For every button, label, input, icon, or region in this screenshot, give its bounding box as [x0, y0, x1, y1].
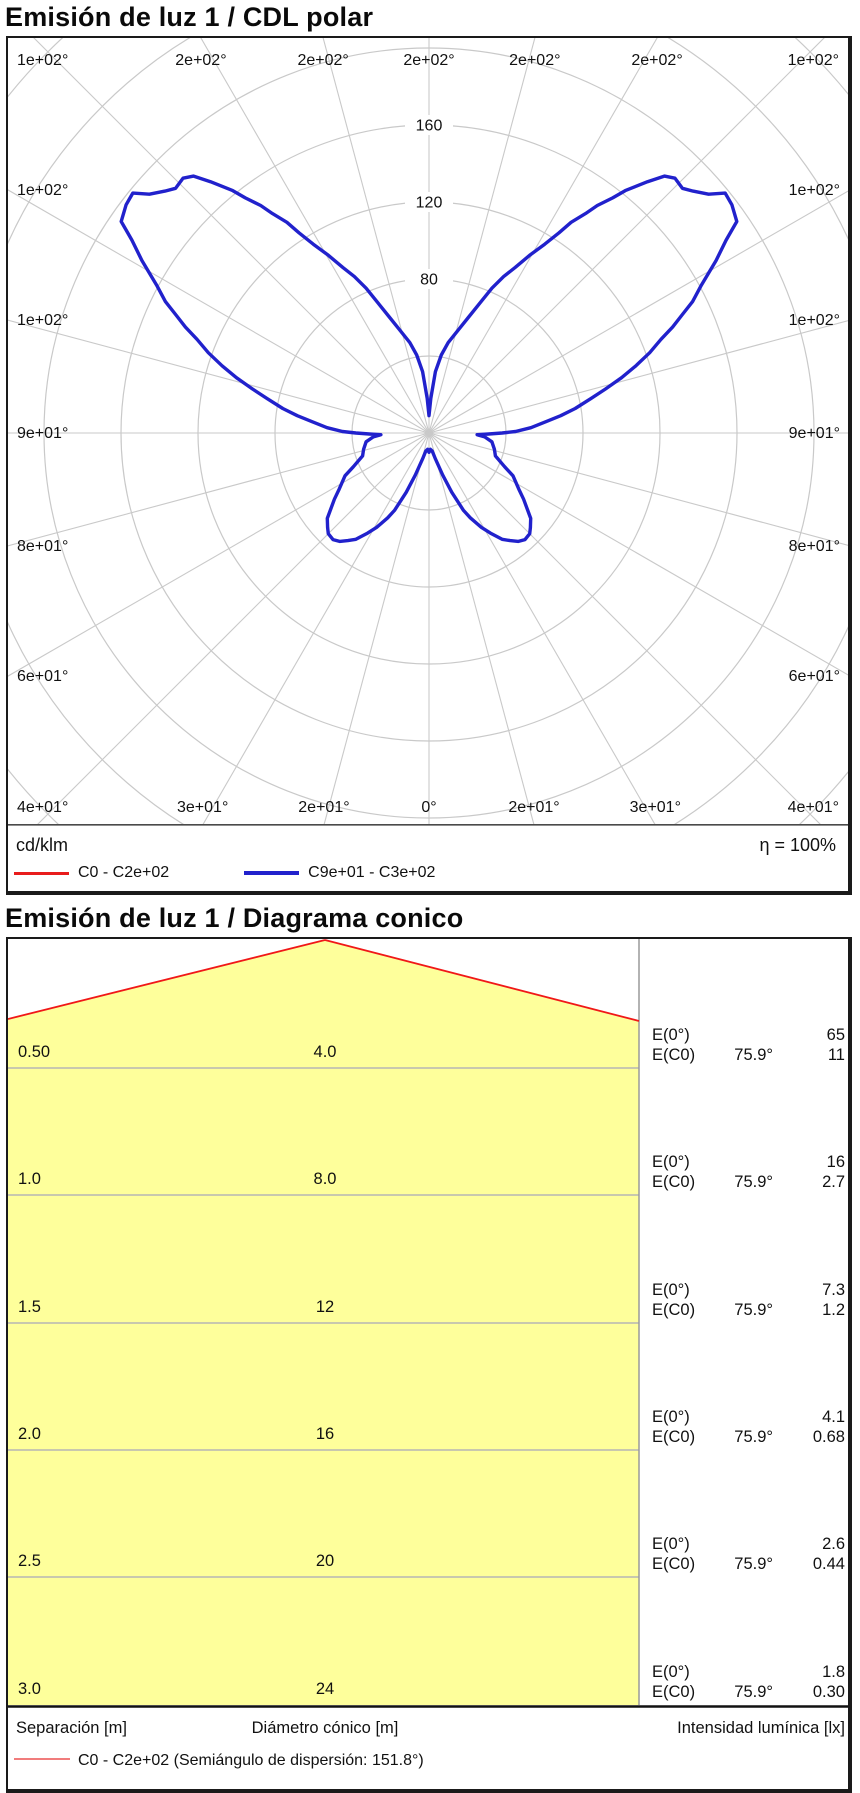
c90-plane-swatch: [244, 871, 300, 875]
polar-grid: [8, 38, 848, 825]
diameter-value: 12: [316, 1298, 334, 1316]
ec0-value: 11: [828, 1046, 845, 1064]
svg-text:2e+01°: 2e+01°: [298, 799, 349, 816]
e0-value: 16: [827, 1153, 845, 1171]
svg-text:2e+02°: 2e+02°: [403, 52, 454, 69]
e0-label: E(0°): [652, 1535, 690, 1553]
c0-plane-label: C0 - C2e+02: [78, 864, 170, 881]
cdl-polar-chart: 80 120 160 1e+02° 2e+02° 2e+02° 2e+02° 2e+02° 2e…: [8, 38, 848, 826]
ec0-value: 1.2: [822, 1301, 845, 1319]
svg-text:4e+01°: 4e+01°: [17, 799, 68, 816]
cone-edge-lines: [8, 939, 640, 1022]
ec0-label: E(C0): [652, 1683, 695, 1701]
light-distribution-curves: [119, 174, 739, 544]
beam-angle-value: 75.9°: [734, 1428, 773, 1446]
svg-text:2e+01°: 2e+01°: [508, 799, 559, 816]
svg-text:4e+01°: 4e+01°: [788, 799, 839, 816]
ec0-value: 2.7: [822, 1173, 845, 1191]
e0-label: E(0°): [652, 1663, 690, 1681]
separation-value: 2.0: [18, 1425, 41, 1443]
c90-plane-label: C9e+01 - C3e+02: [308, 864, 436, 881]
svg-text:1e+02°: 1e+02°: [17, 312, 68, 329]
efficiency-label: η = 100%: [759, 835, 836, 855]
svg-text:1e+02°: 1e+02°: [17, 182, 68, 199]
separation-value: 1.0: [18, 1170, 41, 1188]
svg-text:6e+01°: 6e+01°: [789, 668, 840, 685]
svg-text:2e+02°: 2e+02°: [297, 52, 348, 69]
angle-labels: 1e+02° 2e+02° 2e+02° 2e+02° 2e+02° 2e+02° 1e+0…: [17, 52, 840, 816]
polar-section-title: Emisión de luz 1 / CDL polar: [5, 2, 374, 32]
cone-diagram-panel: 0.50 4.0 E(0°) 65 E(C0) 75.9° 11 1.0 8.0 E(0°) 16 E…: [6, 937, 852, 1793]
ec0-value: 0.44: [813, 1555, 845, 1573]
cone-diagram-chart: 0.50 4.0 E(0°) 65 E(C0) 75.9° 11 1.0 8.0 E(0°) 16 E…: [8, 939, 848, 1769]
svg-text:2e+02°: 2e+02°: [175, 52, 226, 69]
svg-text:8e+01°: 8e+01°: [17, 538, 68, 555]
svg-text:1e+02°: 1e+02°: [789, 312, 840, 329]
footer-diameter-label: Diámetro cónico [m]: [252, 1719, 399, 1737]
ec0-label: E(C0): [652, 1301, 695, 1319]
svg-text:3e+01°: 3e+01°: [630, 799, 681, 816]
e0-value: 4.1: [822, 1408, 845, 1426]
diameter-value: 20: [316, 1552, 334, 1570]
polar-legend-strip: cd/klm η = 100% C0 - C2e+02 C9e+01 - C3e…: [8, 826, 848, 891]
svg-text:6e+01°: 6e+01°: [17, 668, 68, 685]
diameter-value: 4.0: [314, 1043, 337, 1061]
cone-table-text: 0.50 4.0 E(0°) 65 E(C0) 75.9° 11 1.0 8.0 E(0°) 16 E…: [18, 1026, 845, 1701]
ec0-label: E(C0): [652, 1173, 695, 1191]
ec0-value: 0.68: [813, 1428, 845, 1446]
svg-text:80: 80: [420, 272, 438, 289]
svg-text:2e+02°: 2e+02°: [509, 52, 560, 69]
svg-text:1e+02°: 1e+02°: [788, 52, 839, 69]
cone-footer: Separación [m] Diámetro cónico [m] Intensi…: [16, 1719, 845, 1737]
ec0-value: 0.30: [813, 1683, 845, 1701]
svg-text:2e+02°: 2e+02°: [631, 52, 682, 69]
svg-text:9e+01°: 9e+01°: [17, 425, 68, 442]
c0-plane-swatch: [14, 871, 69, 875]
svg-text:1e+02°: 1e+02°: [17, 52, 68, 69]
diameter-value: 16: [316, 1425, 334, 1443]
svg-text:120: 120: [416, 195, 443, 212]
e0-label: E(0°): [652, 1408, 690, 1426]
separation-value: 2.5: [18, 1552, 41, 1570]
beam-angle-value: 75.9°: [734, 1046, 773, 1064]
e0-value: 65: [827, 1026, 845, 1044]
cone-section-title: Emisión de luz 1 / Diagrama conico: [5, 903, 464, 933]
footer-intensity-label: Intensidad lumínica [lx]: [677, 1719, 845, 1737]
band-separators: [8, 1067, 639, 1578]
radial-tick-labels: 80 120 160: [405, 115, 453, 289]
svg-text:160: 160: [416, 118, 443, 135]
e0-value: 2.6: [822, 1535, 845, 1553]
e0-label: E(0°): [652, 1153, 690, 1171]
ec0-label: E(C0): [652, 1428, 695, 1446]
e0-label: E(0°): [652, 1026, 690, 1044]
e0-value: 1.8: [822, 1663, 845, 1681]
svg-text:9e+01°: 9e+01°: [789, 425, 840, 442]
diameter-value: 8.0: [314, 1170, 337, 1188]
svg-text:3e+01°: 3e+01°: [177, 799, 228, 816]
curve-c90-c270: [119, 174, 739, 544]
ec0-label: E(C0): [652, 1046, 695, 1064]
beam-angle-value: 75.9°: [734, 1683, 773, 1701]
ec0-label: E(C0): [652, 1555, 695, 1573]
separation-value: 0.50: [18, 1043, 50, 1061]
unit-label: cd/klm: [16, 835, 69, 855]
diameter-value: 24: [316, 1680, 334, 1698]
footer-legend-label: C0 - C2e+02 (Semiángulo de dispersión: 1…: [78, 1752, 424, 1769]
footer-separation-label: Separación [m]: [16, 1719, 127, 1737]
beam-angle-value: 75.9°: [734, 1555, 773, 1573]
e0-value: 7.3: [822, 1281, 845, 1299]
svg-text:0°: 0°: [421, 799, 436, 816]
cdl-polar-panel: 80 120 160 1e+02° 2e+02° 2e+02° 2e+02° 2e+02° 2e…: [6, 36, 852, 895]
beam-angle-value: 75.9°: [734, 1301, 773, 1319]
beam-angle-value: 75.9°: [734, 1173, 773, 1191]
svg-text:8e+01°: 8e+01°: [789, 538, 840, 555]
svg-text:1e+02°: 1e+02°: [789, 182, 840, 199]
separation-value: 3.0: [18, 1680, 41, 1698]
e0-label: E(0°): [652, 1281, 690, 1299]
separation-value: 1.5: [18, 1298, 41, 1316]
